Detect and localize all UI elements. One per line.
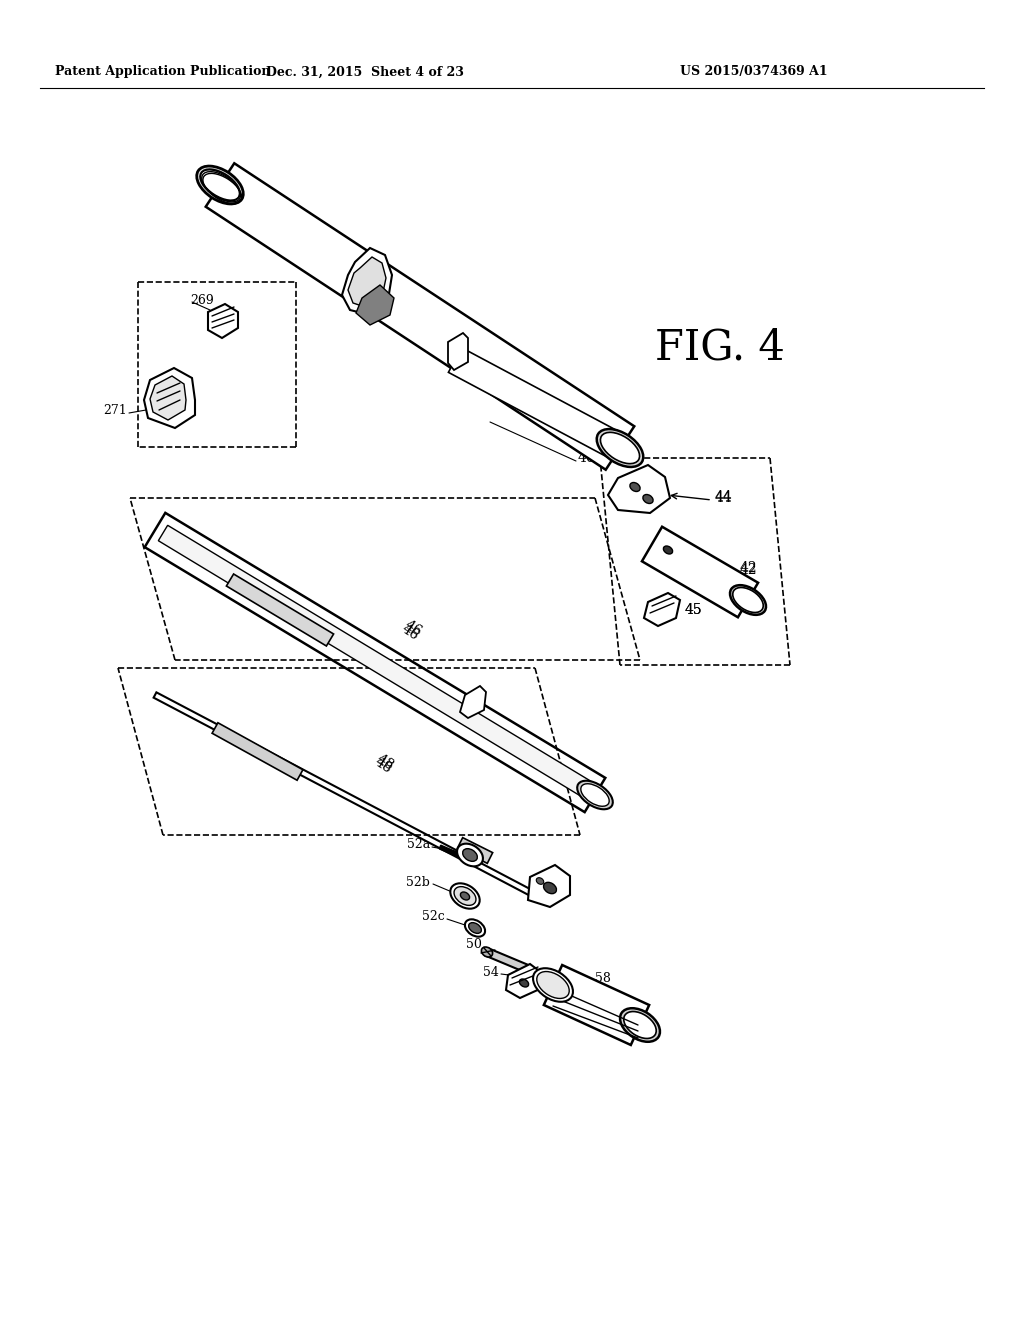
Text: 40: 40 bbox=[578, 451, 596, 465]
Polygon shape bbox=[212, 723, 303, 780]
Ellipse shape bbox=[621, 1008, 659, 1041]
Polygon shape bbox=[544, 965, 649, 1045]
Text: 48: 48 bbox=[374, 751, 396, 772]
Polygon shape bbox=[644, 593, 680, 626]
Ellipse shape bbox=[733, 587, 763, 612]
Polygon shape bbox=[528, 968, 556, 985]
Text: 44: 44 bbox=[715, 490, 733, 504]
Ellipse shape bbox=[537, 972, 569, 998]
Ellipse shape bbox=[630, 483, 640, 491]
Text: 42: 42 bbox=[740, 564, 758, 577]
Polygon shape bbox=[144, 368, 195, 428]
Polygon shape bbox=[356, 285, 394, 325]
Text: 46: 46 bbox=[401, 618, 424, 639]
Ellipse shape bbox=[463, 849, 477, 862]
Polygon shape bbox=[458, 838, 493, 863]
Polygon shape bbox=[460, 686, 486, 718]
Polygon shape bbox=[342, 248, 392, 315]
Text: 45: 45 bbox=[685, 603, 702, 616]
Ellipse shape bbox=[537, 878, 544, 884]
Ellipse shape bbox=[519, 979, 528, 987]
Polygon shape bbox=[144, 513, 605, 812]
Ellipse shape bbox=[469, 923, 481, 933]
Text: 42: 42 bbox=[740, 561, 758, 576]
Ellipse shape bbox=[465, 919, 485, 937]
Polygon shape bbox=[485, 948, 531, 974]
Ellipse shape bbox=[544, 882, 556, 894]
Text: 48: 48 bbox=[372, 754, 394, 776]
Ellipse shape bbox=[578, 780, 612, 809]
Polygon shape bbox=[226, 574, 334, 645]
Ellipse shape bbox=[534, 969, 573, 1002]
Text: 54: 54 bbox=[483, 965, 499, 978]
Polygon shape bbox=[208, 304, 238, 338]
Text: 46: 46 bbox=[398, 622, 421, 643]
Text: Dec. 31, 2015  Sheet 4 of 23: Dec. 31, 2015 Sheet 4 of 23 bbox=[266, 66, 464, 78]
Polygon shape bbox=[449, 333, 468, 370]
Ellipse shape bbox=[730, 585, 766, 615]
Ellipse shape bbox=[197, 166, 244, 205]
Polygon shape bbox=[506, 964, 542, 998]
Polygon shape bbox=[449, 347, 627, 461]
Polygon shape bbox=[206, 164, 634, 470]
Text: 52b: 52b bbox=[407, 875, 430, 888]
Ellipse shape bbox=[581, 784, 609, 807]
Text: 269: 269 bbox=[190, 293, 214, 306]
Ellipse shape bbox=[451, 883, 479, 908]
Polygon shape bbox=[150, 376, 186, 420]
Ellipse shape bbox=[664, 546, 673, 554]
Polygon shape bbox=[154, 693, 537, 898]
Ellipse shape bbox=[643, 495, 653, 503]
Text: 45: 45 bbox=[685, 603, 702, 616]
Text: 50: 50 bbox=[466, 939, 482, 952]
Text: US 2015/0374369 A1: US 2015/0374369 A1 bbox=[680, 66, 827, 78]
Ellipse shape bbox=[461, 892, 470, 900]
Polygon shape bbox=[439, 845, 471, 862]
Ellipse shape bbox=[200, 169, 240, 201]
Ellipse shape bbox=[457, 843, 483, 866]
Text: 52c: 52c bbox=[422, 911, 445, 924]
Ellipse shape bbox=[600, 433, 640, 463]
Polygon shape bbox=[528, 865, 570, 907]
Text: Patent Application Publication: Patent Application Publication bbox=[55, 66, 270, 78]
Text: 58: 58 bbox=[595, 972, 611, 985]
Ellipse shape bbox=[624, 1011, 656, 1039]
Polygon shape bbox=[348, 257, 386, 308]
Text: FIG. 4: FIG. 4 bbox=[655, 327, 784, 370]
Polygon shape bbox=[608, 465, 670, 513]
Text: 52a: 52a bbox=[407, 838, 430, 851]
Ellipse shape bbox=[454, 887, 476, 906]
Polygon shape bbox=[159, 525, 593, 797]
Ellipse shape bbox=[597, 429, 643, 467]
Text: 44: 44 bbox=[715, 491, 733, 506]
Text: 271: 271 bbox=[103, 404, 127, 417]
Polygon shape bbox=[642, 527, 758, 618]
Ellipse shape bbox=[481, 946, 493, 957]
